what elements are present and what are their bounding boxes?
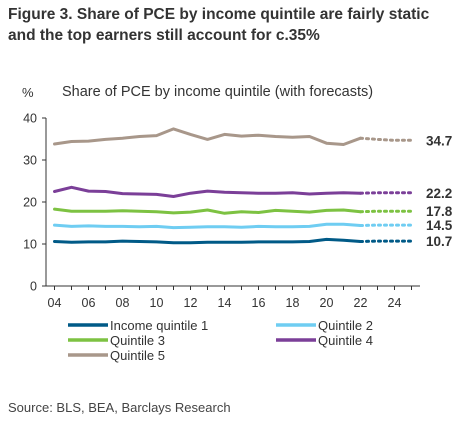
y-tick-label: 40 [23,112,37,126]
series-forecast-line [359,136,413,142]
series-end-label: 17.8 [426,204,453,219]
x-tick-label: 16 [252,296,266,310]
series-end-label: 14.5 [426,218,453,233]
series-line [53,237,362,245]
x-tick-label: 08 [116,296,130,310]
axes: 0 10 20 30 40 04 06 08 10 12 14 16 18 20 22 24 [23,112,420,310]
series-line [53,222,362,230]
x-tick-label: 22 [354,296,368,310]
series-layer [53,127,413,245]
chart-title: Share of PCE by income quintile (with fo… [62,84,373,100]
y-axis-unit-label: % [22,85,34,100]
series-line [53,207,362,215]
series-end-label: 22.2 [426,186,452,201]
y-tick-label: 0 [30,280,37,294]
x-tick-label: 10 [150,296,164,310]
figure-title: Figure 3. Share of PCE by income quintil… [8,6,430,44]
series-end-label: 34.7 [426,133,452,148]
y-tick-label: 30 [23,154,37,168]
x-tick-label: 06 [82,296,96,310]
x-tick-label: 04 [48,296,62,310]
x-tick-label: 18 [286,296,300,310]
x-tick-label: 14 [218,296,232,310]
series-end-label: 10.7 [426,234,452,249]
line-chart: Share of PCE by income quintile (with fo… [22,84,453,363]
legend-label: Quintile 4 [318,333,373,348]
legend-label: Quintile 3 [110,333,165,348]
y-tick-label: 20 [23,196,37,210]
x-tick-label: 24 [388,296,402,310]
series-line [53,185,362,198]
legend-label: Income quintile 1 [110,318,208,333]
series-line [53,127,362,146]
x-tick-label: 12 [184,296,198,310]
x-tick-label: 20 [320,296,334,310]
legend-label: Quintile 2 [318,318,373,333]
series-forecast-line [359,209,413,214]
y-tick-label: 10 [23,238,37,252]
source-note: Source: BLS, BEA, Barclays Research [8,400,231,415]
end-labels: 10.714.517.8 22.2 34.7 [426,133,453,249]
legend-label: Quintile 5 [110,348,165,363]
